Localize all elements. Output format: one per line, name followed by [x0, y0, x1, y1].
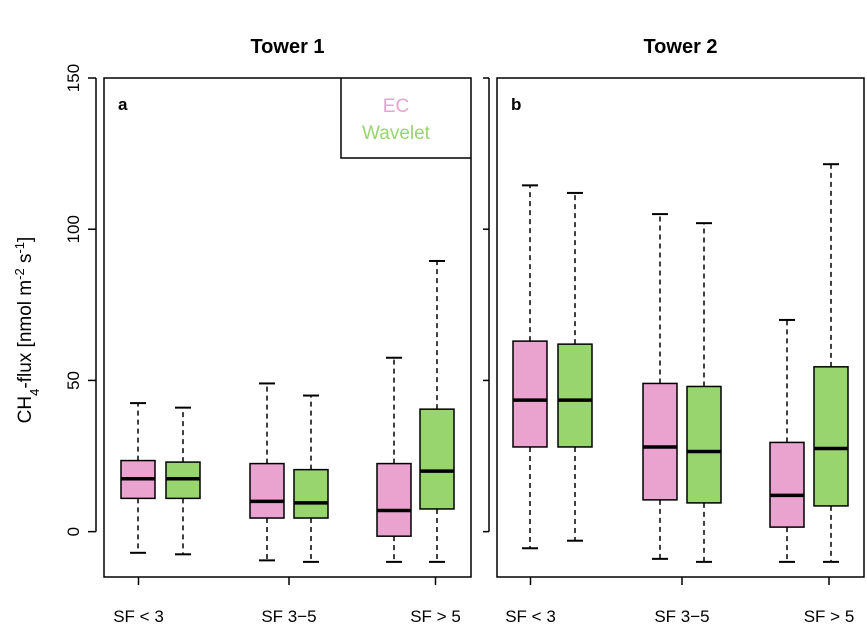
box-group: [120, 402, 201, 556]
box-ec: [642, 213, 678, 560]
box-iqr: [769, 441, 805, 528]
panel-frame: [496, 77, 865, 578]
box-iqr: [419, 408, 455, 510]
y-tick-label: 150: [64, 64, 83, 92]
box-wavelet: [813, 163, 849, 563]
box-wavelet: [419, 259, 455, 563]
x-tick-label: SF < 3: [505, 607, 556, 626]
x-tick-label: SF < 3: [113, 607, 164, 626]
box-ec: [769, 318, 805, 563]
panel-frame: [103, 77, 472, 578]
box-iqr: [512, 340, 548, 448]
box-group: [769, 163, 849, 563]
box-iqr: [249, 462, 285, 519]
y-axis: 0 50 100 150: [64, 64, 490, 536]
x-tick-label: SF > 5: [410, 607, 461, 626]
box-iqr: [557, 343, 593, 448]
y-axis-label: CH4-flux [nmol m-2 s-1]: [12, 237, 42, 424]
panel-a: Tower 1 a SF < 3 SF 3−5 SF > 5: [103, 36, 472, 626]
panel-b: Tower 2 b SF < 3 SF 3−5 SF > 5: [496, 36, 865, 626]
box-group: [376, 259, 455, 563]
x-axis: SF < 3 SF 3−5 SF > 5: [113, 577, 461, 626]
legend: EC Wavelet: [340, 78, 471, 159]
x-tick-label: SF > 5: [804, 607, 855, 626]
box-group: [249, 382, 329, 563]
panels: Tower 1 a SF < 3 SF 3−5 SF > 5 Tower 2 b SF < 3…: [103, 36, 865, 626]
box-ec: [249, 382, 285, 562]
box-wavelet: [165, 406, 201, 556]
y-tick-label: 0: [64, 527, 83, 536]
box-iqr: [813, 366, 849, 507]
panel-title: Tower 2: [643, 36, 717, 58]
panel-letter: b: [511, 95, 521, 114]
x-tick-label: SF 3−5: [261, 607, 316, 626]
box-wavelet: [686, 222, 722, 563]
y-tick-label: 100: [64, 215, 83, 243]
box-ec: [376, 356, 412, 563]
legend-box: [340, 78, 471, 159]
box-iqr: [642, 382, 678, 501]
box-group: [512, 184, 593, 550]
y-tick-label: 50: [64, 371, 83, 390]
box-wavelet: [293, 394, 329, 563]
box-group: [642, 213, 722, 563]
panel-letter: a: [118, 95, 128, 114]
box-iqr: [686, 385, 722, 504]
panel-title: Tower 1: [250, 36, 324, 58]
box-wavelet: [557, 191, 593, 542]
box-ec: [512, 184, 548, 550]
legend-entry: Wavelet: [362, 123, 431, 144]
legend-entry: EC: [383, 96, 409, 117]
x-tick-label: SF 3−5: [654, 607, 709, 626]
box-iqr: [293, 468, 329, 519]
x-axis: SF < 3 SF 3−5 SF > 5: [505, 577, 855, 626]
y-axis-panel-b: [483, 77, 490, 533]
box-iqr: [376, 462, 412, 537]
box-ec: [120, 402, 156, 554]
